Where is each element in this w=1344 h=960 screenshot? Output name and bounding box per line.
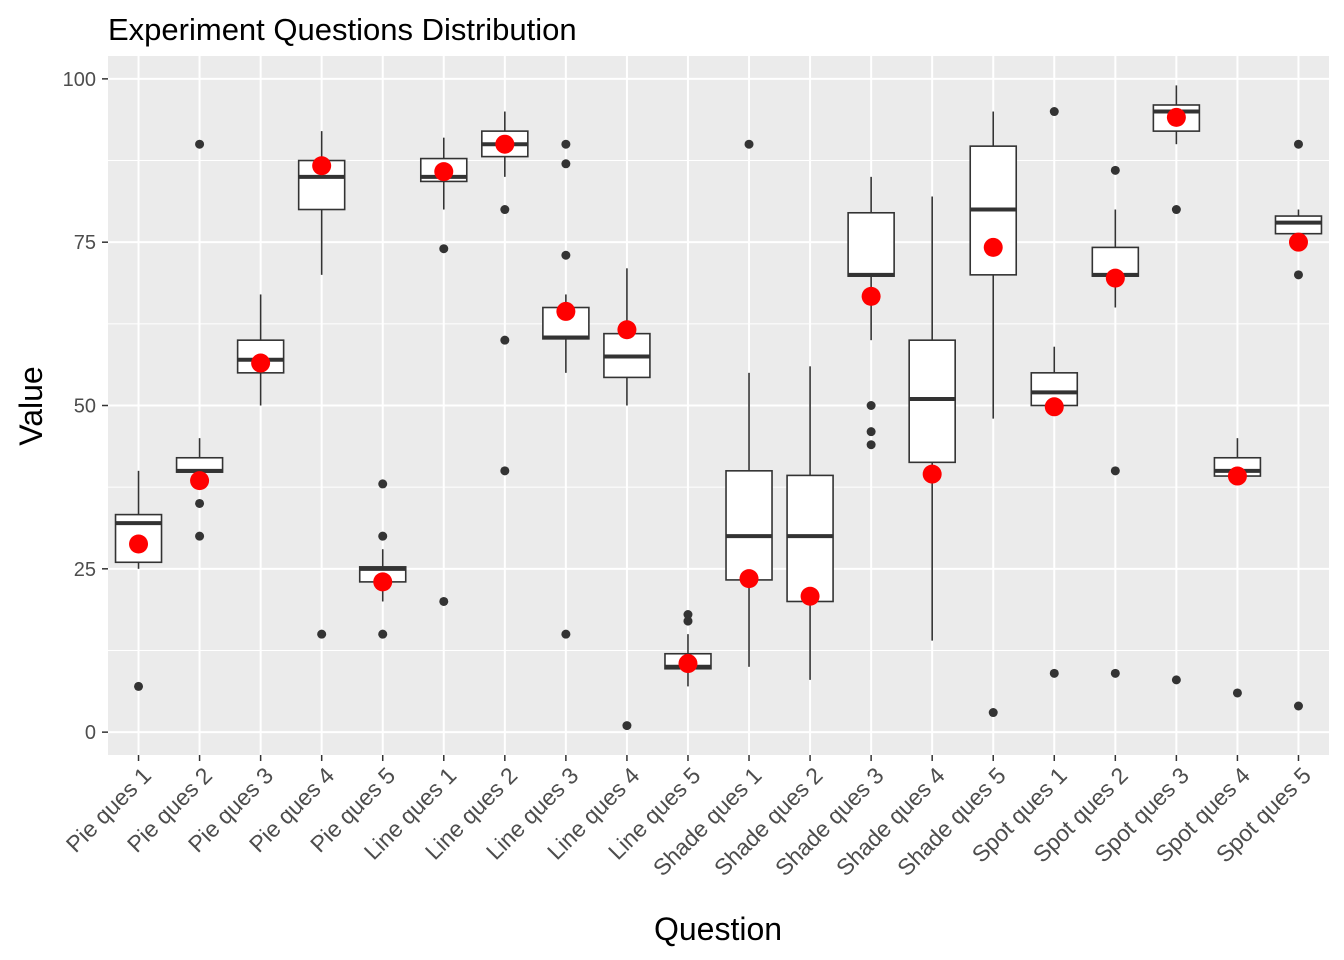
outlier-point [1049,107,1059,117]
mean-point [617,320,637,340]
grid-lines [108,56,1329,755]
outlier-point [500,335,510,345]
outlier-point [1293,701,1303,711]
mean-point [1288,232,1308,252]
mean-point [129,534,149,554]
outlier-point [1110,466,1120,476]
mean-point [495,134,515,154]
chart-title: Experiment Questions Distribution [108,12,577,47]
mean-point [861,286,881,306]
outlier-point [1171,205,1181,215]
mean-point [556,301,576,321]
outlier-point [378,531,388,541]
mean-point [922,464,942,484]
outlier-point [134,681,144,691]
box-layer [114,85,1323,687]
outlier-point [866,440,876,450]
y-axis-title: Value [13,366,49,445]
box [725,470,773,581]
points-layer [129,107,1308,731]
mean-point [983,237,1003,257]
outlier-point [317,629,327,639]
outlier-point [561,159,571,169]
outlier-point [439,244,449,254]
outlier-point [866,401,876,410]
mean-point [373,572,393,592]
mean-point [312,156,332,176]
mean-point [251,353,271,373]
outlier-point [1293,270,1303,280]
y-tick-label: 25 [74,559,96,581]
outlier-point [744,139,754,149]
outlier-point [195,531,205,541]
outlier-point [500,466,510,476]
y-tick-label: 100 [63,69,96,91]
outlier-point [866,427,876,437]
mean-point [800,586,820,606]
mean-point [1166,107,1186,127]
mean-point [434,162,454,182]
outlier-point [1049,668,1059,678]
outlier-point [561,139,571,149]
y-tick-label: 0 [85,722,96,744]
box [1274,215,1323,235]
outlier-point [683,610,693,620]
y-tick-label: 75 [74,232,96,254]
outlier-point [561,250,571,260]
outlier-point [1110,668,1120,678]
outlier-point [1171,675,1181,685]
box [786,474,834,603]
box [908,339,956,464]
outlier-point [500,205,510,215]
x-axis-title: Question [654,911,782,947]
mean-point [1105,268,1125,288]
outlier-point [988,708,998,718]
box [847,211,895,277]
mean-point [190,471,210,491]
outlier-point [1110,165,1120,175]
y-tick-label: 50 [74,396,96,418]
outlier-point [561,629,571,639]
outlier-point [195,498,205,508]
outlier-point [378,479,388,489]
outlier-point [439,596,449,606]
outlier-point [1232,688,1242,698]
outlier-point [683,616,693,626]
mean-point [1044,397,1064,417]
mean-point [678,654,698,674]
outlier-point [378,629,388,639]
mean-point [739,569,759,589]
outlier-point [1293,139,1303,149]
outlier-point [195,139,205,149]
mean-point [1227,466,1247,486]
outlier-point [622,721,632,731]
